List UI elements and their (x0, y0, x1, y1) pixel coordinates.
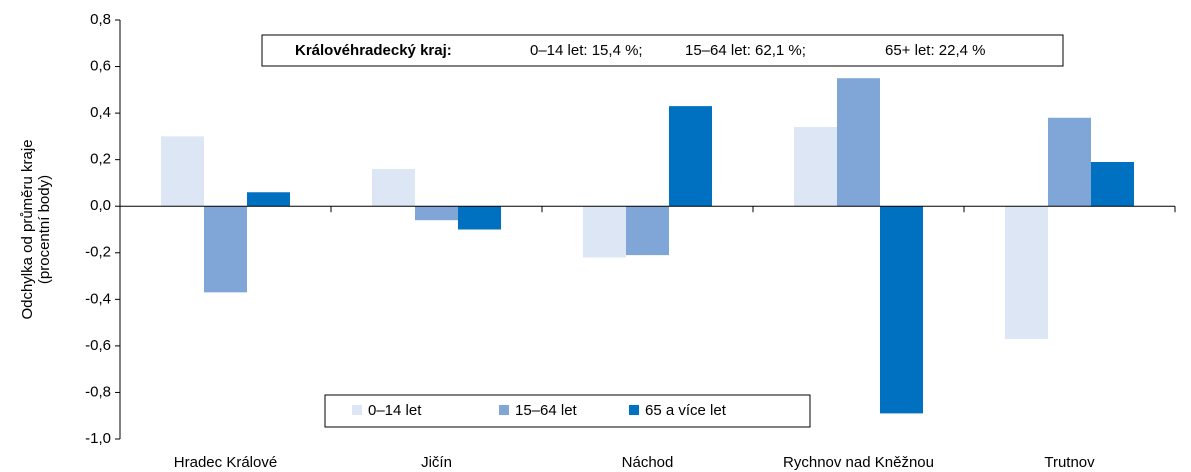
bar (204, 206, 247, 293)
x-tick-label: Náchod (622, 454, 674, 471)
x-tick-label: Jičín (421, 454, 452, 471)
y-tick-label: 0,2 (90, 151, 111, 168)
bar (1091, 161, 1134, 207)
bar (669, 106, 712, 207)
bar (415, 206, 458, 221)
bar (626, 206, 669, 256)
legend-label: 15–64 let (515, 402, 578, 419)
bar (880, 206, 923, 414)
legend-swatch (499, 405, 509, 415)
bar (458, 206, 501, 230)
bar (161, 136, 204, 207)
y-axis-title: Odchylka od průměru kraje (procentní body… (19, 139, 53, 319)
y-axis-title-line: (procentní body) (36, 175, 53, 284)
bar (247, 192, 290, 207)
y-tick-label: -0,4 (85, 290, 111, 307)
x-tick-label: Rychnov nad Kněžnou (783, 454, 934, 471)
legend-label: 65 a více let (645, 402, 727, 419)
y-tick-label: 0,4 (90, 104, 111, 121)
y-tick-label: 0,0 (90, 197, 111, 214)
legend-swatch (352, 405, 362, 415)
bar (583, 206, 626, 258)
y-tick-label: 0,6 (90, 58, 111, 75)
bar (837, 78, 880, 207)
y-tick-label: -0,6 (85, 337, 111, 354)
bar (1005, 206, 1048, 339)
legend-label: 0–14 let (368, 402, 422, 419)
y-tick-label: 0,8 (90, 11, 111, 28)
legend-swatch (629, 405, 639, 415)
bar (794, 127, 837, 207)
annotation-item: 0–14 let: 15,4 %; (530, 42, 643, 59)
y-tick-label: -0,2 (85, 244, 111, 261)
x-tick-label: Hradec Králové (174, 454, 277, 471)
annotation-item: 65+ let: 22,4 % (885, 42, 986, 59)
y-axis-title-line: Odchylka od průměru kraje (19, 139, 36, 319)
annotation-box (261, 34, 1064, 67)
annotation-title: Královéhradecký kraj: (295, 42, 452, 59)
x-tick-label: Trutnov (1044, 454, 1095, 471)
y-tick-label: -1,0 (85, 430, 111, 447)
annotation-item: 15–64 let: 62,1 %; (685, 42, 806, 59)
bar (1048, 117, 1091, 207)
legend-box (324, 394, 811, 428)
bar (372, 168, 415, 207)
y-tick-label: -0,8 (85, 383, 111, 400)
